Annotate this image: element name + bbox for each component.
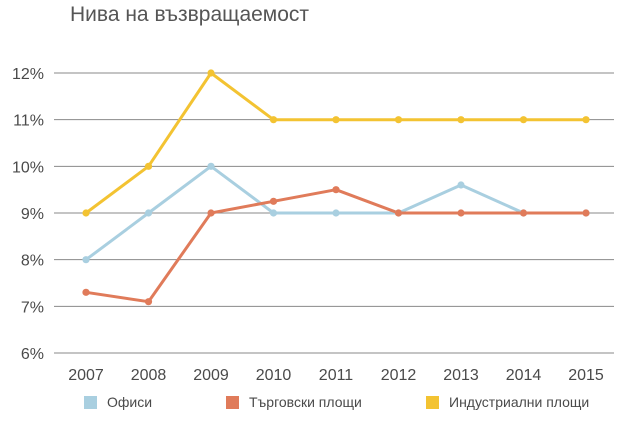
y-tick-label: 8% bbox=[21, 253, 44, 270]
data-point bbox=[144, 162, 153, 170]
data-point bbox=[82, 288, 90, 296]
x-tick-label: 2013 bbox=[443, 367, 479, 384]
data-point bbox=[82, 209, 90, 217]
legend-swatch-offices bbox=[84, 395, 97, 409]
y-tick-label: 7% bbox=[21, 299, 44, 316]
legend-label-offices: Офиси bbox=[107, 394, 153, 410]
y-tick-label: 11% bbox=[13, 113, 44, 130]
data-point bbox=[332, 186, 340, 194]
y-tick-label: 6% bbox=[21, 346, 44, 363]
x-tick-label: 2010 bbox=[256, 367, 292, 384]
data-point bbox=[82, 256, 90, 264]
x-tick-label: 2007 bbox=[68, 367, 104, 384]
data-point bbox=[144, 298, 153, 306]
data-point bbox=[519, 116, 528, 124]
data-point bbox=[519, 209, 528, 217]
legend-item-offices: Офиси bbox=[84, 394, 152, 410]
y-tick-label: 10% bbox=[12, 159, 44, 176]
x-tick-label: 2012 bbox=[381, 367, 417, 384]
legend-label-retail: Търговски площи bbox=[249, 394, 362, 410]
legend-swatch-industrial bbox=[426, 395, 439, 409]
x-axis-ticks: 2007 2008 2009 2010 2011 2012 2013 2014 2015 bbox=[68, 367, 604, 384]
y-tick-label: 9% bbox=[21, 206, 44, 223]
legend: Офиси Търговски площи Индустриални площи bbox=[0, 394, 635, 416]
legend-item-industrial: Индустриални площи bbox=[426, 394, 589, 410]
data-point bbox=[457, 181, 465, 189]
data-point bbox=[269, 116, 278, 124]
data-point bbox=[332, 209, 340, 217]
x-tick-label: 2014 bbox=[506, 367, 542, 384]
legend-swatch-retail bbox=[226, 395, 239, 409]
legend-item-retail: Търговски площи bbox=[226, 394, 362, 410]
data-point bbox=[394, 116, 403, 124]
data-point bbox=[582, 209, 590, 217]
data-point bbox=[332, 116, 340, 124]
data-point bbox=[207, 162, 215, 170]
y-tick-label: 12% bbox=[12, 66, 44, 83]
chart-title: Нива на възвращаемост bbox=[70, 3, 310, 26]
data-point bbox=[207, 69, 215, 77]
data-point bbox=[582, 116, 590, 124]
x-tick-label: 2015 bbox=[568, 367, 604, 384]
data-point bbox=[269, 209, 278, 217]
data-point bbox=[144, 209, 153, 217]
data-point bbox=[269, 197, 278, 205]
x-tick-label: 2009 bbox=[193, 367, 229, 384]
data-point bbox=[457, 116, 465, 124]
y-axis-ticks: 6% 7% 8% 9% 10% 11% 12% bbox=[12, 66, 44, 363]
data-point bbox=[394, 209, 403, 217]
x-tick-label: 2008 bbox=[131, 367, 167, 384]
data-point bbox=[457, 209, 465, 217]
legend-label-industrial: Индустриални площи bbox=[449, 394, 590, 410]
series-points bbox=[82, 69, 590, 306]
data-point bbox=[207, 209, 215, 217]
x-tick-label: 2011 bbox=[319, 367, 354, 384]
